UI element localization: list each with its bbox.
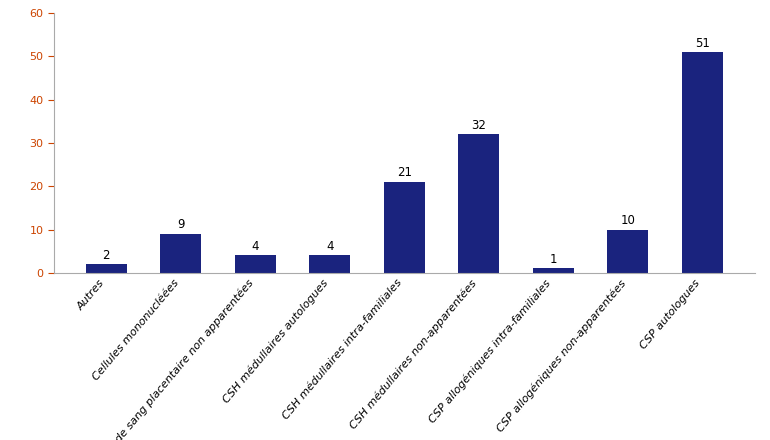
Text: 4: 4 — [252, 240, 259, 253]
Text: 4: 4 — [326, 240, 333, 253]
Text: 9: 9 — [177, 218, 185, 231]
Text: 51: 51 — [695, 37, 710, 50]
Bar — [383, 182, 425, 273]
Text: 32: 32 — [471, 119, 486, 132]
Text: 21: 21 — [397, 166, 412, 180]
Bar — [533, 268, 574, 273]
Text: 2: 2 — [102, 249, 110, 261]
Bar — [235, 256, 276, 273]
Bar — [310, 256, 350, 273]
Text: 1: 1 — [550, 253, 557, 266]
Text: 10: 10 — [621, 214, 635, 227]
Bar — [681, 52, 723, 273]
Bar — [160, 234, 201, 273]
Bar — [85, 264, 127, 273]
Bar — [458, 134, 499, 273]
Bar — [608, 230, 648, 273]
